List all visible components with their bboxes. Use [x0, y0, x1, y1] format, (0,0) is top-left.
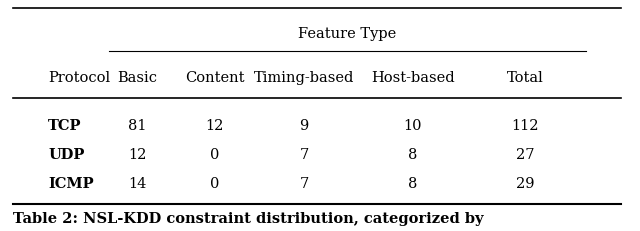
- Text: Timing-based: Timing-based: [254, 70, 354, 84]
- Text: ICMP: ICMP: [48, 177, 93, 191]
- Text: 8: 8: [408, 148, 417, 162]
- Text: 29: 29: [516, 177, 534, 191]
- Text: Feature Type: Feature Type: [298, 27, 396, 40]
- Text: Table 2: NSL-KDD constraint distribution, categorized by: Table 2: NSL-KDD constraint distribution…: [13, 211, 483, 225]
- Text: 7: 7: [300, 148, 308, 162]
- Text: 0: 0: [210, 177, 219, 191]
- Text: UDP: UDP: [48, 148, 84, 162]
- Text: 0: 0: [210, 148, 219, 162]
- Text: Host-based: Host-based: [371, 70, 454, 84]
- Text: 12: 12: [129, 148, 147, 162]
- Text: 12: 12: [205, 119, 223, 133]
- Text: Basic: Basic: [118, 70, 157, 84]
- Text: 81: 81: [129, 119, 147, 133]
- Text: 8: 8: [408, 177, 417, 191]
- Text: 10: 10: [404, 119, 422, 133]
- Text: 112: 112: [511, 119, 538, 133]
- Text: Total: Total: [506, 70, 543, 84]
- Text: Content: Content: [185, 70, 244, 84]
- Text: 27: 27: [516, 148, 534, 162]
- Text: 9: 9: [300, 119, 308, 133]
- Text: Protocol: Protocol: [48, 70, 110, 84]
- Text: 7: 7: [300, 177, 308, 191]
- Text: TCP: TCP: [48, 119, 81, 133]
- Text: 14: 14: [129, 177, 147, 191]
